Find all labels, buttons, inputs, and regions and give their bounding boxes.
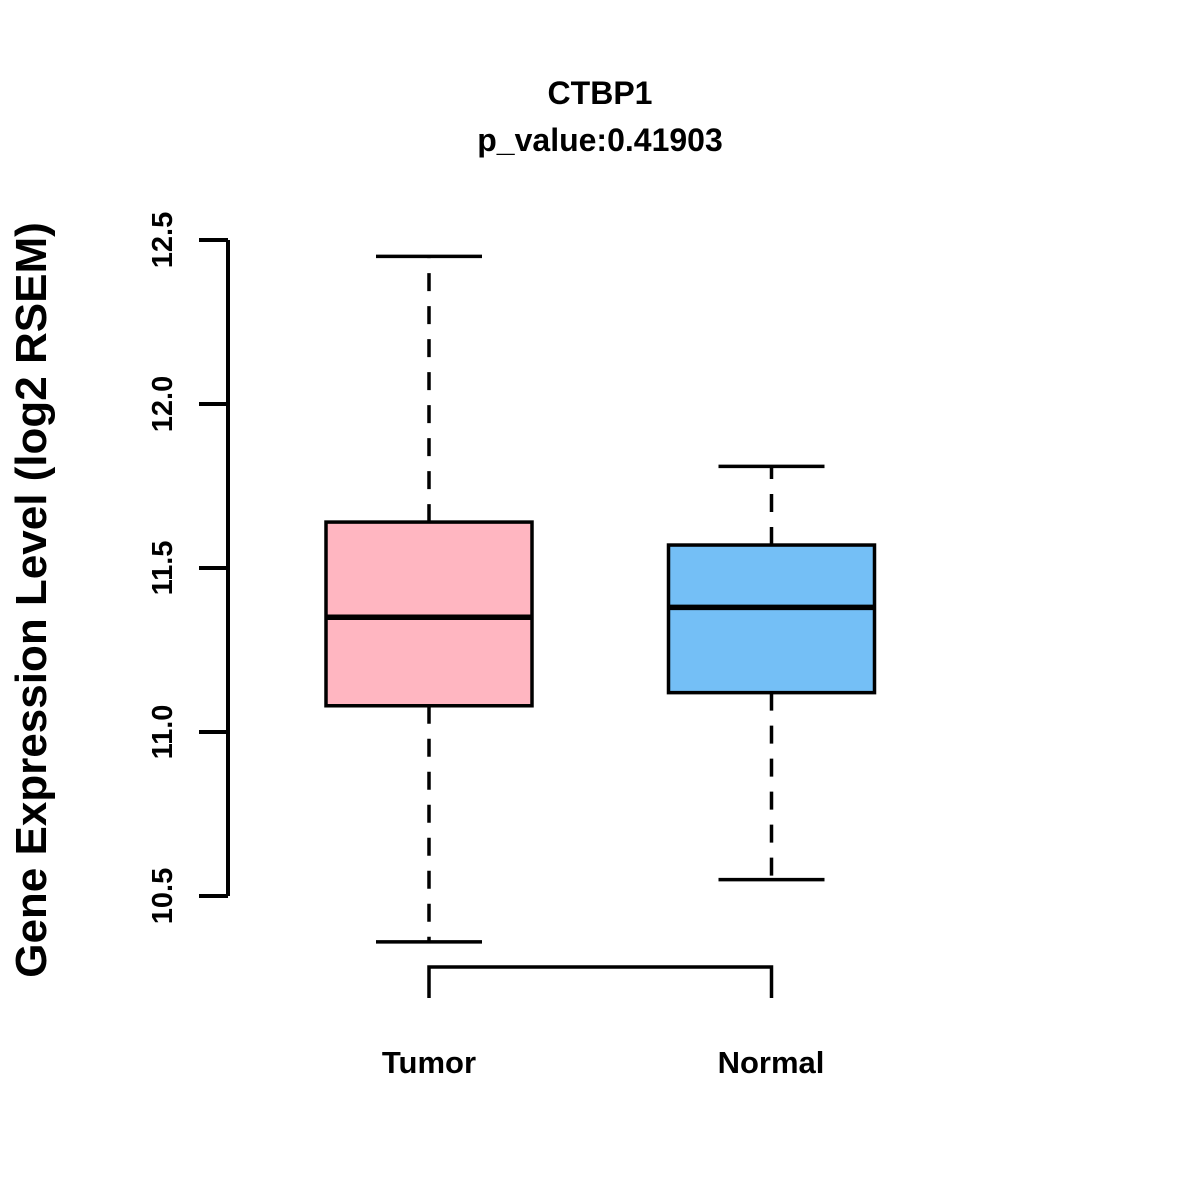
normal-box xyxy=(666,543,877,695)
y-tick-label: 11.5 xyxy=(147,540,179,596)
category-label-normal: Normal xyxy=(717,1045,825,1080)
y-tick-label: 11.0 xyxy=(147,704,179,760)
tumor-box xyxy=(324,520,534,708)
y-tick-label: 10.5 xyxy=(147,867,179,925)
x-axis-bracket xyxy=(427,965,774,998)
y-tick-label: 12.0 xyxy=(147,375,179,433)
category-label-tumor: Tumor xyxy=(381,1045,477,1080)
y-tick-label: 12.5 xyxy=(147,211,179,269)
chart-title: CTBP1 xyxy=(547,75,653,111)
chart-pvalue-subtitle: p_value:0.41903 xyxy=(477,122,723,158)
